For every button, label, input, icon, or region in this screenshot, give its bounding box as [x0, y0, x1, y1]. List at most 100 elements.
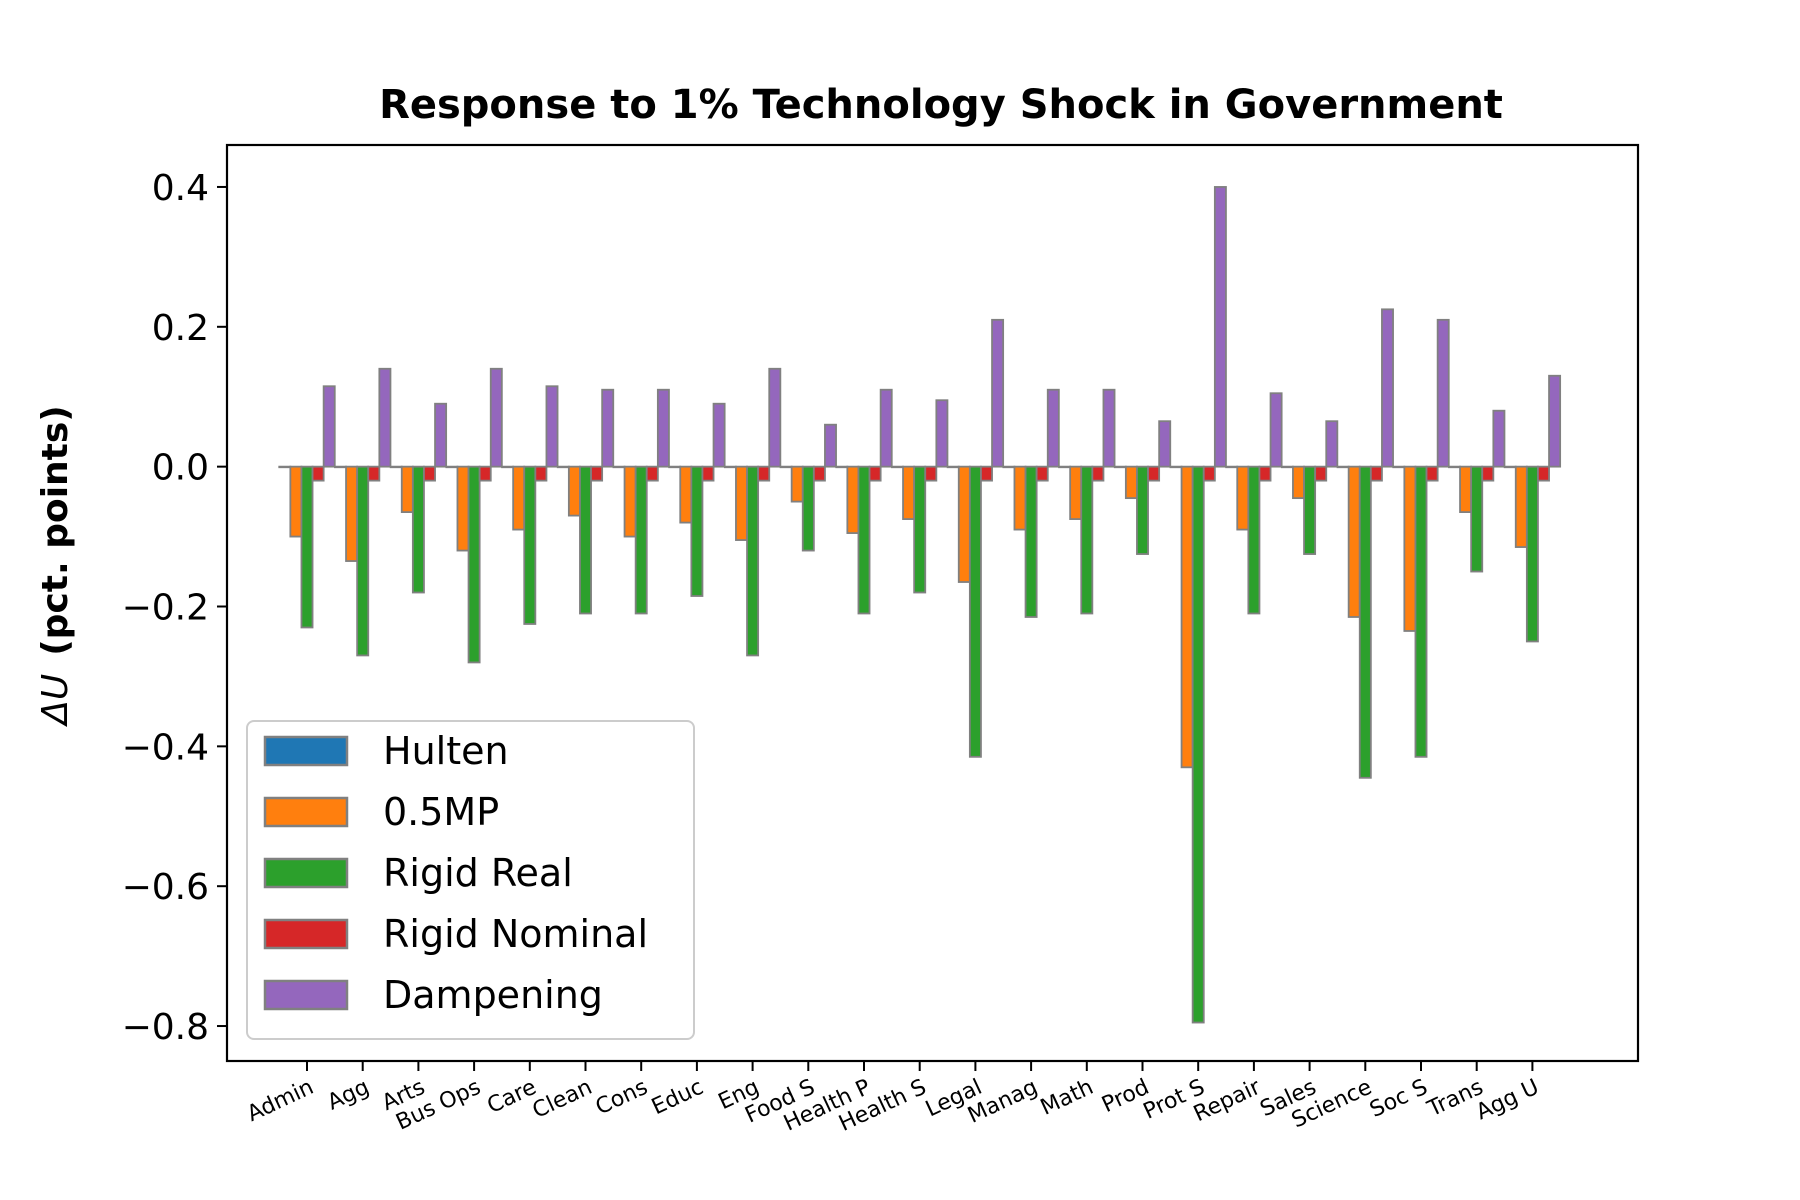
bar-rigid-real-arts [411, 465, 425, 594]
bar-dampening-health-s [935, 399, 949, 468]
bar-dampening-prod [1158, 420, 1172, 468]
y-tick-label: 0.4 [152, 168, 209, 209]
bar-hulten-trans [1448, 465, 1461, 469]
bar-0-5mp-health-p [846, 465, 860, 534]
bar-hulten-soc-s [1392, 465, 1406, 469]
bar-dampening-agg-u [1548, 374, 1562, 468]
bar-dampening-agg [378, 367, 392, 468]
y-axis-label-symbol: ΔU [35, 674, 76, 728]
bar-rigid-nominal-math [1091, 465, 1105, 482]
bar-hulten-math [1058, 465, 1072, 469]
bar-rigid-real-soc-s [1414, 465, 1428, 758]
bar-0-5mp-agg-u [1514, 465, 1528, 548]
bar-rigid-nominal-manag [1035, 465, 1049, 482]
bar-rigid-nominal-agg-u [1537, 465, 1550, 482]
bar-rigid-real-cons [634, 465, 648, 615]
x-tick-label-cons: Cons [592, 1075, 652, 1121]
bar-0-5mp-sales [1292, 465, 1305, 500]
bar-rigid-nominal-eng [757, 465, 771, 482]
bar-dampening-legal [991, 318, 1005, 468]
bar-rigid-real-repair [1247, 465, 1261, 615]
y-axis: 0.4 0.2 0.0 −0.2 −0.4 −0.6 −0.8 [122, 168, 227, 1048]
bar-rigid-real-prot-s [1191, 465, 1205, 1024]
legend-label-dampening: Dampening [383, 973, 603, 1017]
bar-0-5mp-prot-s [1180, 465, 1194, 769]
bar-dampening-food-s [824, 423, 837, 468]
x-tick-label-agg-u: Agg U [1472, 1075, 1542, 1126]
legend-frame [246, 720, 695, 1040]
legend-label-rigid-nominal: Rigid Nominal [383, 912, 648, 956]
bar-rigid-real-educ [690, 465, 704, 597]
bar-hulten-clean [556, 465, 570, 469]
bar-rigid-nominal-health-p [868, 465, 882, 482]
bar-hulten-admin [278, 465, 292, 469]
bar-dampening-repair [1269, 392, 1283, 468]
bar-dampening-admin [322, 385, 336, 468]
bar-0-5mp-arts [400, 465, 414, 513]
bar-dampening-sales [1325, 420, 1339, 468]
bar-0-5mp-trans [1459, 465, 1473, 513]
bar-rigid-nominal-repair [1258, 465, 1272, 482]
bar-rigid-nominal-admin [311, 465, 325, 482]
bar-rigid-nominal-prod [1147, 465, 1161, 482]
bar-0-5mp-food-s [790, 465, 804, 503]
bar-rigid-nominal-clean [590, 465, 604, 482]
legend-label-hulten: Hulten [383, 729, 509, 773]
bar-0-5mp-math [1069, 465, 1083, 520]
bar-0-5mp-admin [289, 465, 303, 538]
bar-0-5mp-clean [567, 465, 581, 517]
x-tick-label-math: Math [1037, 1075, 1097, 1121]
bar-hulten-repair [1225, 465, 1239, 469]
bar-0-5mp-eng [735, 465, 748, 541]
legend-label-rigid-real: Rigid Real [383, 851, 573, 895]
bar-0-5mp-educ [679, 465, 693, 524]
bar-rigid-real-prod [1136, 465, 1149, 555]
x-tick-label-care: Care [484, 1075, 541, 1119]
bar-rigid-nominal-food-s [812, 465, 826, 482]
bar-dampening-clean [601, 388, 615, 468]
bar-rigid-real-health-s [913, 465, 927, 594]
bar-0-5mp-manag [1013, 465, 1027, 531]
y-tick-label: 0.0 [152, 448, 209, 489]
bar-0-5mp-science [1347, 465, 1361, 618]
bar-hulten-food-s [779, 465, 793, 469]
x-tick-label-agg: Agg [324, 1075, 374, 1116]
bar-rigid-real-food-s [801, 465, 815, 552]
bar-rigid-real-agg [356, 465, 370, 657]
bar-rigid-nominal-prot-s [1202, 465, 1216, 482]
bar-dampening-soc-s [1436, 318, 1450, 468]
x-tick-label-admin: Admin [243, 1075, 317, 1127]
bar-hulten-prod [1113, 465, 1127, 469]
bar-rigid-real-care [523, 465, 537, 625]
bar-dampening-educ [712, 402, 726, 468]
bar-dampening-care [545, 385, 559, 468]
bar-rigid-nominal-bus-ops [478, 465, 492, 482]
bar-hulten-agg [334, 465, 347, 469]
bar-hulten-health-p [835, 465, 849, 469]
bar-dampening-health-p [879, 388, 893, 468]
bar-rigid-real-agg-u [1525, 465, 1539, 643]
y-tick-label: −0.6 [122, 867, 209, 908]
bar-rigid-nominal-arts [423, 465, 436, 482]
bar-rigid-real-clean [579, 465, 592, 615]
bar-hulten-science [1336, 465, 1350, 469]
bar-rigid-real-eng [746, 465, 760, 657]
bar-0-5mp-repair [1236, 465, 1250, 531]
chart-title: Response to 1% Technology Shock in Gover… [379, 82, 1503, 128]
bar-hulten-sales [1280, 465, 1294, 469]
bar-dampening-eng [768, 367, 782, 468]
bar-hulten-prot-s [1169, 465, 1183, 469]
y-tick-label: −0.8 [122, 1007, 209, 1048]
legend-label-0-5mp: 0.5MP [383, 790, 499, 834]
y-axis-label: ΔU (pct. points) [35, 405, 76, 728]
bar-rigid-real-legal [968, 465, 982, 758]
bar-0-5mp-bus-ops [456, 465, 470, 552]
legend-swatch-dampening [263, 979, 349, 1011]
bar-0-5mp-prod [1124, 465, 1138, 500]
bar-0-5mp-care [512, 465, 526, 531]
legend-swatch-rigid-nominal [263, 918, 349, 950]
bar-0-5mp-cons [623, 465, 637, 538]
bar-0-5mp-soc-s [1403, 465, 1417, 632]
